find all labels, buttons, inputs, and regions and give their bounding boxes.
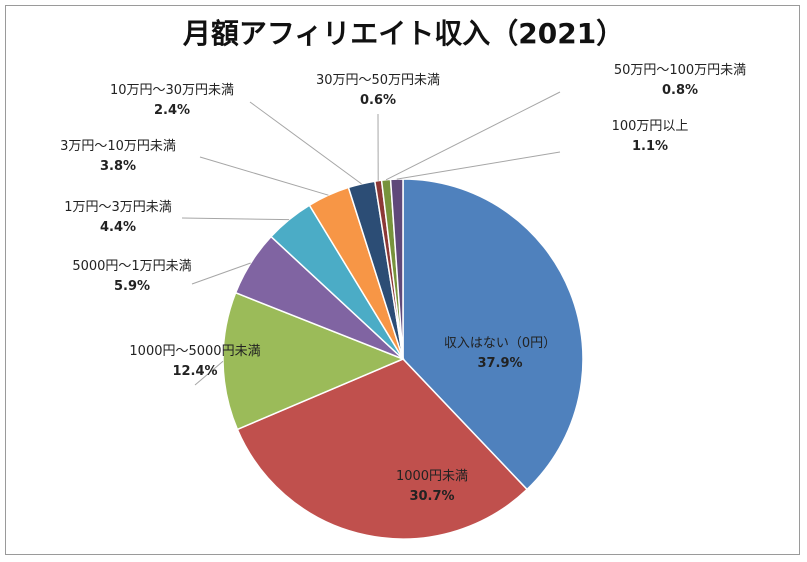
slice-label: 10万円～30万円未満	[110, 83, 234, 98]
slice-label: 収入はない（0円）	[444, 336, 556, 351]
pie-slice	[402, 178, 584, 491]
pie-slice	[236, 358, 529, 540]
leader-lines	[181, 91, 561, 386]
slice-value-label: 30.7%	[409, 489, 454, 504]
slice-value-label: 0.8%	[662, 83, 698, 98]
leader-line	[249, 101, 362, 185]
leader-line	[396, 151, 561, 180]
slice-value-label: 4.4%	[100, 220, 136, 235]
slice-value-label: 1.1%	[632, 139, 668, 154]
slice-label: 3万円～10万円未満	[60, 139, 176, 154]
slice-value-label: 3.8%	[100, 159, 136, 174]
pie-slices	[222, 178, 584, 540]
slice-value-label: 2.4%	[154, 103, 190, 118]
slice-label: 50万円～100万円未満	[614, 63, 746, 78]
leader-line	[191, 262, 251, 285]
slice-label: 100万円以上	[612, 119, 689, 134]
chart-title: 月額アフィリエイト収入（2021）	[182, 17, 625, 50]
slice-label: 1000円未満	[396, 469, 468, 484]
pie-slice	[389, 178, 404, 360]
leader-line	[199, 156, 329, 196]
slice-label: 1万円～3万円未満	[64, 200, 172, 215]
slice-value-label: 5.9%	[114, 279, 150, 294]
pie-slice	[222, 291, 405, 431]
slice-value-label: 12.4%	[172, 364, 217, 379]
slice-label: 1000円～5000円未満	[129, 344, 260, 359]
slice-labels: 収入はない（0円） 37.9% 1000円未満 30.7% 1000円～5000円未満 1…	[60, 63, 746, 504]
leader-line	[181, 217, 290, 221]
slice-value-label: 37.9%	[477, 356, 522, 371]
slice-label: 30万円～50万円未満	[316, 73, 440, 88]
slice-label: 5000円～1万円未満	[72, 259, 191, 274]
leader-line	[385, 91, 561, 181]
leader-line	[194, 360, 224, 386]
slice-value-label: 0.6%	[360, 93, 396, 108]
